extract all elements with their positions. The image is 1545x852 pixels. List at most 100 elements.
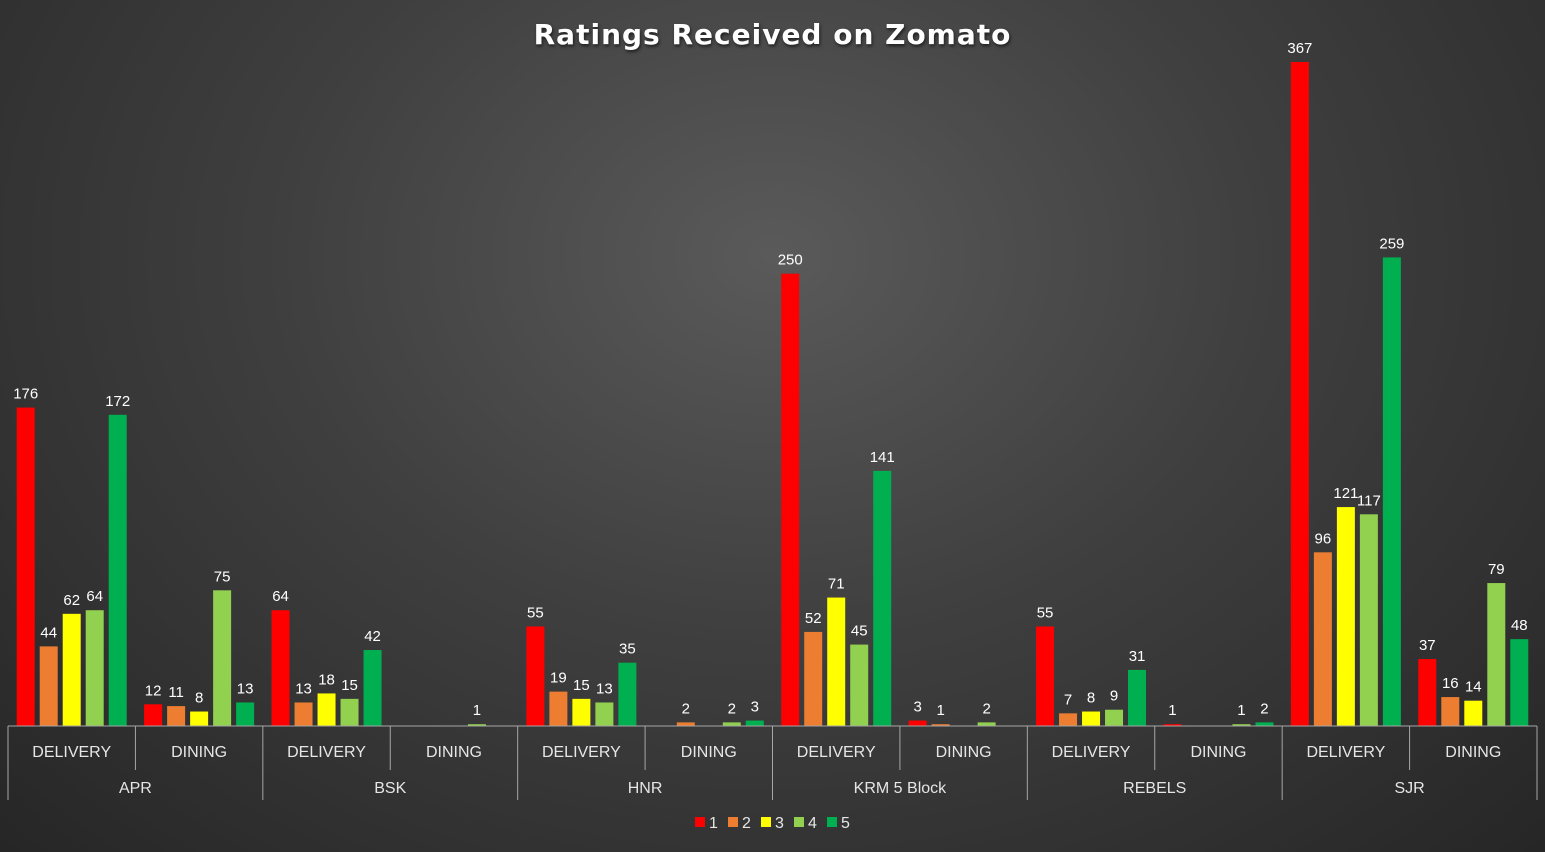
- group-label: KRM 5 Block: [854, 780, 947, 797]
- data-label: 31: [1129, 648, 1146, 665]
- data-label: 1: [473, 702, 481, 719]
- bar: [85, 610, 104, 726]
- bar: [1510, 639, 1529, 726]
- bar: [618, 662, 637, 726]
- data-label: 71: [828, 576, 845, 593]
- bar: [108, 414, 127, 726]
- bar: [1128, 669, 1147, 726]
- legend-label: 3: [775, 815, 784, 832]
- data-label: 35: [619, 641, 636, 658]
- subgroup-label: DELIVERY: [1306, 744, 1385, 761]
- data-label: 3: [913, 699, 921, 716]
- legend-label: 1: [709, 815, 718, 832]
- bar: [144, 704, 163, 726]
- bar: [62, 613, 81, 726]
- bar: [1059, 713, 1078, 726]
- subgroup-label: DINING: [426, 744, 482, 761]
- legend-label: 2: [742, 815, 751, 832]
- bar: [804, 631, 823, 726]
- bar: [1105, 709, 1124, 726]
- data-label: 141: [870, 449, 895, 466]
- bar: [340, 698, 359, 726]
- legend-swatch: [728, 817, 738, 827]
- bar: [39, 646, 58, 726]
- data-label: 2: [982, 700, 990, 717]
- group-label: HNR: [628, 780, 663, 797]
- chart-title: Ratings Received on Zomato: [533, 18, 1012, 51]
- data-label: 2: [1260, 700, 1268, 717]
- data-label: 8: [195, 690, 203, 707]
- subgroup-label: DELIVERY: [32, 744, 111, 761]
- bar: [781, 273, 800, 726]
- subgroup-label: DELIVERY: [797, 744, 876, 761]
- data-label: 45: [851, 623, 868, 640]
- data-label: 11: [168, 684, 184, 701]
- bar: [190, 711, 209, 726]
- subgroup-label: DELIVERY: [542, 744, 621, 761]
- bar: [1464, 700, 1483, 726]
- data-label: 2: [728, 700, 736, 717]
- bar: [977, 722, 996, 726]
- data-label: 52: [805, 610, 822, 627]
- data-label: 1: [1168, 702, 1176, 719]
- group-label: SJR: [1394, 780, 1424, 797]
- data-label: 117: [1357, 492, 1381, 509]
- group-label: APR: [119, 780, 152, 797]
- data-label: 18: [318, 671, 335, 688]
- bar: [294, 702, 313, 726]
- data-label: 64: [272, 588, 289, 605]
- data-label: 1: [1237, 702, 1245, 719]
- data-label: 7: [1064, 691, 1072, 708]
- data-label: 15: [341, 677, 358, 694]
- data-label: 176: [13, 386, 38, 403]
- bar: [1441, 697, 1460, 726]
- data-label: 55: [1037, 604, 1054, 621]
- legend-swatch: [794, 817, 804, 827]
- data-label: 96: [1315, 530, 1332, 547]
- data-label: 13: [596, 680, 613, 697]
- data-label: 12: [145, 682, 162, 699]
- data-label: 13: [237, 680, 254, 697]
- bar: [236, 702, 255, 726]
- data-label: 48: [1511, 617, 1528, 634]
- data-label: 121: [1333, 485, 1358, 502]
- legend-swatch: [695, 817, 705, 827]
- data-label: 14: [1465, 679, 1482, 696]
- legend-label: 4: [808, 815, 817, 832]
- data-label: 64: [86, 588, 103, 605]
- data-label: 250: [778, 252, 803, 269]
- bar: [827, 597, 846, 726]
- bar: [363, 650, 382, 726]
- data-label: 75: [214, 568, 231, 585]
- bar: [1382, 257, 1401, 726]
- bar: [1232, 724, 1251, 726]
- subgroup-label: DELIVERY: [1052, 744, 1131, 761]
- bar: [1359, 514, 1378, 726]
- bar: [1487, 583, 1506, 726]
- group-label: REBELS: [1123, 780, 1186, 797]
- bar: [317, 693, 336, 726]
- data-label: 259: [1379, 235, 1404, 252]
- data-label: 367: [1287, 40, 1312, 57]
- data-label: 15: [573, 677, 590, 694]
- bar: [873, 470, 892, 726]
- bar: [1336, 507, 1355, 726]
- bar: [722, 722, 741, 726]
- data-label: 37: [1419, 637, 1436, 654]
- data-label: 172: [105, 393, 130, 410]
- bar: [467, 724, 486, 726]
- legend-swatch: [761, 817, 771, 827]
- data-label: 3: [751, 699, 759, 716]
- bar: [1255, 722, 1274, 726]
- data-label: 42: [364, 628, 381, 645]
- subgroup-label: DINING: [171, 744, 227, 761]
- bar: [850, 644, 869, 726]
- data-label: 2: [682, 700, 690, 717]
- data-label: 44: [40, 624, 57, 641]
- data-label: 8: [1087, 690, 1095, 707]
- bar: [1036, 626, 1055, 726]
- data-label: 62: [63, 592, 80, 609]
- bar: [595, 702, 614, 726]
- data-label: 13: [295, 680, 312, 697]
